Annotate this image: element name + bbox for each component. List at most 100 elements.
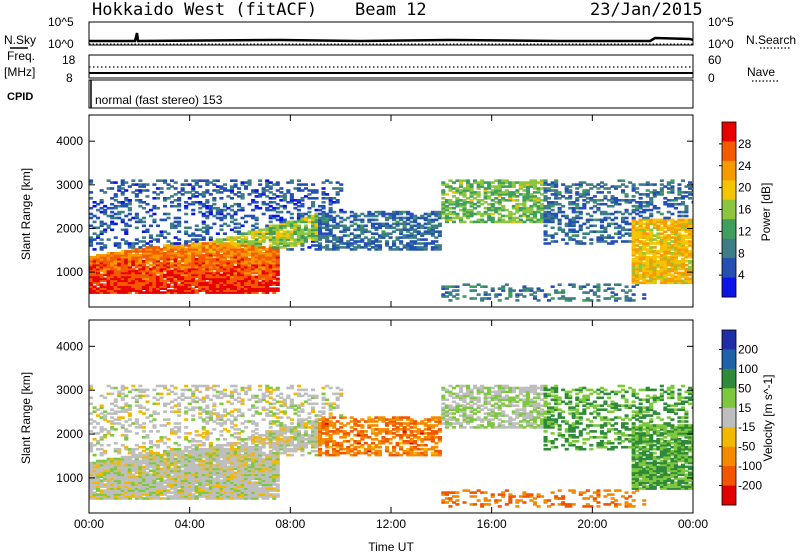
heatmap-cell [673, 236, 678, 239]
heatmap-cell [205, 254, 210, 257]
heatmap-cell [222, 216, 227, 220]
heatmap-cell [99, 206, 104, 210]
heatmap-cell [89, 495, 94, 498]
heatmap-cell [219, 238, 224, 241]
heatmap-cell [99, 473, 104, 477]
heatmap-cell [652, 238, 657, 241]
heatmap-cell [610, 199, 615, 202]
colorbar-segment [722, 199, 736, 220]
heatmap-cell [177, 430, 182, 433]
heatmap-cell [451, 191, 456, 194]
heatmap-cell [184, 445, 189, 449]
heatmap-cell [155, 487, 160, 490]
heatmap-cell [575, 216, 580, 220]
heatmap-cell [568, 220, 573, 224]
heatmap-cell [603, 187, 608, 190]
heatmap-cell [318, 248, 323, 251]
heatmap-cell [163, 471, 168, 475]
heatmap-cell [311, 218, 316, 222]
heatmap-cell [540, 220, 545, 224]
heatmap-cell [177, 224, 182, 228]
heatmap-cell [311, 201, 316, 204]
heatmap-cell [191, 261, 196, 265]
heatmap-cell [596, 187, 601, 190]
heatmap-cell [177, 287, 182, 290]
heatmap-cell [89, 206, 94, 210]
heatmap-cell [124, 493, 129, 496]
heatmap-cell [148, 430, 153, 433]
heatmap-cell [469, 214, 474, 218]
heatmap-cell [110, 202, 115, 206]
heatmap-cell [645, 252, 650, 255]
heatmap-cell [680, 275, 685, 279]
heatmap-cell [173, 283, 178, 286]
heatmap-cell [568, 283, 573, 286]
heatmap-cell [180, 246, 185, 249]
heatmap-cell [166, 289, 171, 292]
heatmap-cell [229, 242, 234, 245]
heatmap-cell [490, 287, 495, 290]
heatmap-cell [279, 222, 284, 226]
heatmap-cell [229, 197, 234, 200]
heatmap-cell [159, 455, 164, 459]
heatmap-cell [92, 475, 97, 479]
heatmap-cell [240, 283, 245, 286]
heatmap-cell [466, 283, 471, 286]
heatmap-cell [110, 291, 115, 294]
heatmap-cell [191, 287, 196, 290]
heatmap-cell [645, 224, 650, 228]
heatmap-cell [191, 252, 196, 255]
heatmap-cell [642, 183, 647, 186]
heatmap-cell [166, 495, 171, 498]
heatmap-cell [656, 263, 661, 267]
heatmap-cell [399, 212, 404, 216]
heatmap-cell [335, 187, 340, 190]
heatmap-cell [106, 271, 111, 275]
heatmap-cell [148, 449, 153, 453]
heatmap-cell [155, 430, 160, 433]
heatmap-cell [265, 236, 270, 239]
heatmap-cell [89, 242, 94, 245]
heatmap-cell [525, 287, 530, 290]
heatmap-cell [497, 187, 502, 190]
heatmap-cell [229, 216, 234, 220]
heatmap-cell [152, 481, 157, 484]
heatmap-cell [208, 238, 213, 241]
heatmap-cell [205, 250, 210, 253]
heatmap-cell [617, 236, 622, 239]
heatmap-cell [645, 273, 650, 277]
heatmap-cell [120, 473, 125, 477]
heatmap-cell [307, 206, 312, 210]
heatmap-cell [635, 187, 640, 190]
heatmap-cell [96, 495, 101, 498]
heatmap-cell [296, 187, 301, 190]
heatmap-cell [395, 212, 400, 216]
heatmap-cell [462, 208, 467, 212]
heatmap-cell [353, 236, 358, 239]
heatmap-cell [194, 271, 199, 275]
heatmap-cell [134, 287, 139, 290]
heatmap-cell [631, 246, 636, 249]
heatmap-cell [180, 487, 185, 490]
heatmap-cell [258, 275, 263, 279]
heatmap-cell [677, 250, 682, 253]
heatmap-cell [638, 224, 643, 228]
heatmap-cell [198, 265, 203, 269]
heatmap-cell [483, 189, 488, 192]
heatmap-cell [666, 263, 671, 267]
heatmap-cell [141, 449, 146, 453]
heatmap-cell [103, 191, 108, 194]
heatmap-cell [106, 252, 111, 255]
heatmap-cell [247, 259, 252, 263]
heatmap-cell [99, 224, 104, 228]
heatmap-cell [205, 289, 210, 292]
heatmap-cell [656, 265, 661, 269]
heatmap-cell [138, 451, 143, 455]
heatmap-cell [208, 259, 213, 263]
heatmap-cell [543, 179, 548, 182]
heatmap-cell [427, 228, 432, 232]
heatmap-cell [673, 255, 678, 259]
heatmap-cell [117, 279, 122, 283]
heatmap-cell [385, 218, 390, 222]
heatmap-cell [441, 189, 446, 192]
